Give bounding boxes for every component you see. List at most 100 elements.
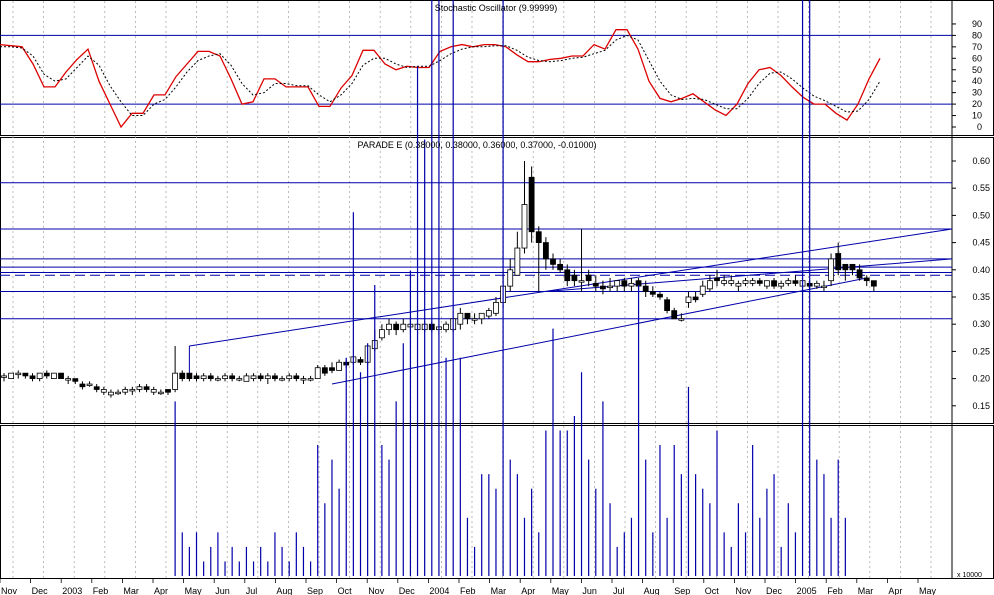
x-tick-label: Mar — [123, 586, 139, 595]
candle-body — [386, 323, 392, 331]
candle-body — [642, 285, 649, 292]
candle-body — [129, 389, 136, 392]
candle-body — [279, 378, 285, 381]
candle-body — [200, 375, 207, 380]
candle-body — [756, 280, 763, 284]
candle-body — [464, 312, 471, 320]
x-tick-label: May — [552, 586, 570, 595]
candle-body — [585, 274, 592, 282]
price-y-tick-label: 0.25 — [972, 346, 990, 356]
x-tick-label: Feb — [93, 586, 109, 595]
candle-body — [507, 269, 514, 287]
x-tick-label: Apr — [154, 586, 168, 595]
candle-body — [378, 329, 385, 339]
candle-body — [528, 176, 535, 233]
stoch-y-tick-label: 0 — [977, 122, 982, 132]
candle-body — [485, 310, 492, 317]
candle-body — [863, 277, 870, 282]
candle-body — [628, 282, 635, 287]
candle-body — [649, 291, 656, 295]
candle-body — [250, 375, 257, 380]
candle-body — [607, 285, 613, 289]
candle-body — [257, 375, 264, 380]
candle-body — [657, 293, 663, 298]
candle-body — [550, 258, 556, 265]
candle-body — [357, 359, 364, 363]
candle-body — [400, 323, 407, 331]
candle-body — [778, 282, 785, 287]
x-tick-label: 2005 — [797, 586, 817, 595]
candle-body — [321, 367, 328, 374]
candle-body — [578, 280, 585, 283]
candle-body — [51, 372, 57, 380]
x-tick-label: Apr — [888, 586, 902, 595]
x-tick-label: Mar — [491, 586, 507, 595]
candle-body — [706, 280, 713, 290]
candle-body — [592, 282, 599, 287]
x-tick-label: Mar — [858, 586, 874, 595]
x-tick-label: Dec — [766, 586, 783, 595]
x-tick-label: Oct — [705, 586, 720, 595]
x-tick-label: May — [919, 586, 937, 595]
price-y-tick-label: 0.40 — [972, 265, 990, 275]
candle-body — [813, 282, 820, 287]
candle-body — [36, 372, 43, 380]
candle-body — [849, 263, 856, 271]
candle-body — [1, 375, 7, 378]
stoch-d-line — [0, 34, 881, 116]
candle-body — [186, 372, 193, 380]
x-tick-label: Aug — [276, 586, 292, 595]
candle-body — [236, 378, 243, 381]
x-tick-label: Nov — [1, 586, 18, 595]
candle-body — [785, 280, 792, 284]
candle-body — [314, 367, 321, 380]
trend-line-resistance — [545, 258, 953, 293]
candle-body — [792, 280, 799, 284]
stoch-y-tick-label: 60 — [972, 53, 982, 63]
x-tick-label: Dec — [32, 586, 49, 595]
stochastic-title: Stochastic Oscillator (9.99999) — [435, 3, 558, 13]
candle-body — [115, 391, 121, 395]
candle-body — [136, 386, 143, 390]
candle-body — [222, 375, 228, 380]
stoch-y-tick-label: 30 — [972, 88, 982, 98]
stoch-k-line — [0, 29, 881, 129]
candle-body — [143, 386, 150, 390]
candle-body — [835, 253, 842, 271]
volume-panel-frame — [0, 425, 994, 579]
candle-body — [514, 247, 521, 276]
candle-body — [685, 296, 692, 303]
candle-body — [742, 280, 749, 284]
candle-body — [86, 383, 93, 386]
candle-body — [621, 280, 628, 287]
price-panel-frame — [0, 137, 994, 424]
candle-body — [336, 361, 343, 371]
candle-body — [122, 389, 129, 393]
candle-body — [671, 310, 678, 320]
candle-body — [692, 296, 699, 301]
candle-body — [828, 258, 834, 282]
x-tick-label: Aug — [644, 586, 660, 595]
x-tick-label: Jul — [613, 586, 625, 595]
price-y-tick-label: 0.60 — [972, 156, 990, 166]
candle-body — [600, 285, 606, 290]
candle-body — [571, 274, 578, 282]
x-tick-label: Nov — [735, 586, 752, 595]
candle-body — [478, 312, 485, 320]
candle-body — [307, 378, 314, 381]
x-tick-label: Dec — [399, 586, 416, 595]
candle-body — [272, 375, 278, 380]
x-tick-label: Sep — [307, 586, 323, 595]
candle-body — [557, 263, 564, 271]
candle-body — [821, 285, 827, 289]
candle-body — [43, 372, 50, 377]
candle-body — [542, 242, 549, 260]
candle-body — [443, 323, 449, 331]
candle-body — [15, 372, 22, 376]
trend-line-lower-channel — [331, 277, 867, 385]
candle-body — [157, 391, 164, 395]
candle-body — [193, 375, 200, 380]
stoch-y-tick-label: 40 — [972, 76, 982, 86]
